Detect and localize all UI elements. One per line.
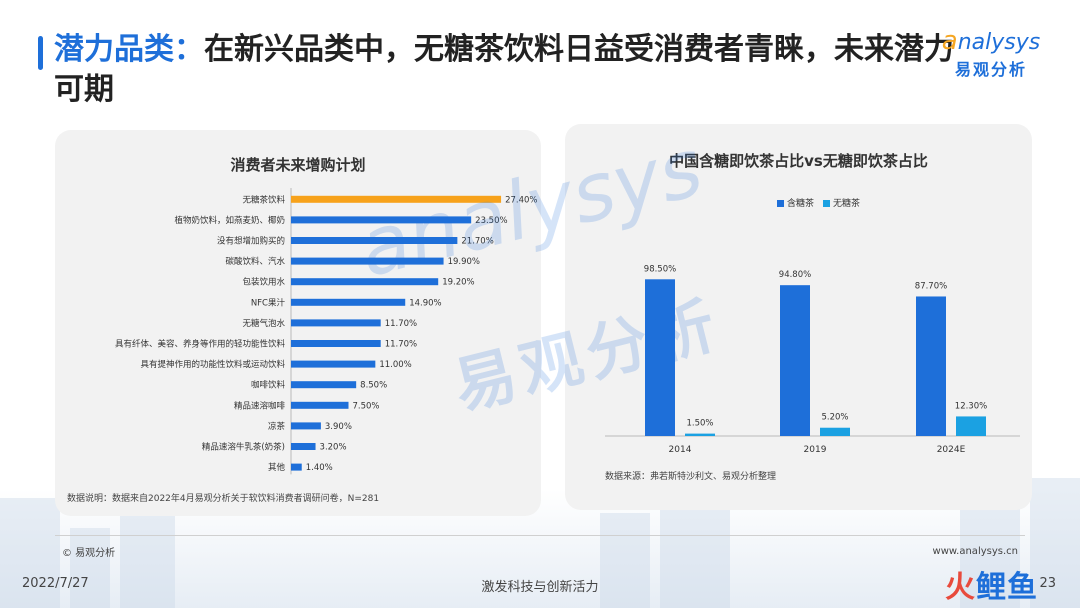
vbar-value-label: 98.50%	[644, 264, 676, 274]
hbar-value-label: 7.50%	[353, 401, 380, 411]
hbar-bar	[291, 443, 316, 450]
hbar-category-label: 精品速溶咖啡	[234, 400, 286, 411]
hbar-bar	[291, 319, 381, 327]
vbar-bar	[645, 279, 675, 436]
hbar-bar	[291, 195, 502, 203]
title-highlight: 潜力品类：	[54, 32, 204, 67]
vbar-category-label: 2019	[804, 445, 827, 455]
hbar-value-label: 21.70%	[461, 237, 493, 247]
hbar-category-label: 没有想增加购买的	[217, 236, 285, 247]
vbar-category-label: 2014	[669, 445, 692, 455]
hbar-value-label: 8.50%	[360, 381, 387, 391]
tea-share-panel: 中国含糖即饮茶占比vs无糖即饮茶占比 含糖茶 无糖茶 98.50% 1.50% 2014…	[565, 124, 1032, 510]
consumer-plan-panel: 消费者未来增购计划 无糖茶饮料 27.40% 植物奶饮料，如燕麦奶、椰奶 23.50%…	[55, 130, 541, 516]
website-link[interactable]: www.analysys.cn	[932, 546, 1018, 557]
hbar-bar	[291, 237, 458, 244]
hbar-category-label: NFC果汁	[251, 297, 286, 308]
vbar-category-label: 2024E	[937, 445, 966, 455]
hbar-category-label: 包装饮用水	[242, 277, 285, 288]
title-accent-bar	[38, 36, 43, 70]
hbar-value-label: 11.70%	[385, 340, 417, 350]
footer-divider	[55, 535, 1025, 536]
hbar-bar	[291, 278, 439, 286]
legend-label: 含糖茶	[787, 197, 814, 209]
brand-logo: 火鲤鱼	[945, 570, 1038, 605]
vbar-value-label: 94.80%	[779, 270, 811, 280]
vbar-value-label: 5.20%	[821, 413, 848, 423]
hbar-bar	[291, 463, 302, 471]
hbar-bar	[291, 360, 376, 368]
hbar-bar	[291, 216, 472, 224]
right-chart-title: 中国含糖即饮茶占比vs无糖即饮茶占比	[669, 152, 928, 170]
hbar-category-label: 植物奶饮料，如燕麦奶、椰奶	[174, 215, 285, 226]
vbar-bar	[916, 296, 946, 436]
vbar-value-label: 87.70%	[915, 281, 947, 291]
left-chart-note: 数据说明：数据来自2022年4月易观分析关于软饮料消费者调研问卷，N=281	[67, 494, 380, 504]
hbar-value-label: 11.70%	[385, 319, 417, 329]
right-chart-note: 数据来源：弗若斯特沙利文、易观分析整理	[605, 472, 777, 482]
consumer-plan-chart: 无糖茶饮料 27.40% 植物奶饮料，如燕麦奶、椰奶 23.50% 没有想增加购买的 21…	[115, 188, 537, 475]
copyright: © 易观分析	[62, 548, 116, 559]
hbar-category-label: 无糖茶饮料	[242, 194, 285, 205]
analysys-logo: analysys 易观分析	[926, 26, 1056, 80]
hbar-bar	[291, 298, 406, 306]
footer-slogan: 激发科技与创新活力	[481, 580, 599, 595]
logo-english: analysys	[941, 26, 1041, 56]
hbar-bar	[291, 381, 357, 389]
legend-swatch	[823, 200, 830, 207]
hbar-value-label: 27.40%	[505, 195, 537, 205]
tea-share-chart: 含糖茶 无糖茶 98.50% 1.50% 2014 94.80% 5.20% 2019 87.7…	[605, 197, 1020, 455]
hbar-value-label: 23.50%	[475, 216, 507, 226]
vbar-bar	[685, 433, 715, 436]
left-chart-title: 消费者未来增购计划	[230, 156, 366, 174]
hbar-category-label: 其他	[268, 462, 286, 473]
hbar-bar	[291, 257, 444, 265]
hbar-category-label: 具有纤体、美容、养身等作用的轻功能性饮料	[115, 339, 286, 350]
hbar-value-label: 1.40%	[306, 463, 333, 473]
hbar-category-label: 具有提神作用的功能性饮料或运动饮料	[140, 359, 285, 370]
title-text: 在新兴品类中，无糖茶饮料日益受消费者青睐，未来潜力可期	[54, 32, 954, 107]
hbar-value-label: 19.20%	[442, 278, 474, 288]
vbar-value-label: 1.50%	[686, 419, 713, 429]
hbar-category-label: 碳酸饮料、汽水	[225, 256, 285, 267]
hbar-value-label: 14.90%	[409, 298, 441, 308]
page-number: 23	[1039, 576, 1056, 591]
hbar-bar	[291, 340, 381, 347]
hbar-category-label: 凉茶	[268, 421, 286, 432]
legend-label: 无糖茶	[833, 197, 860, 209]
logo-chinese: 易观分析	[954, 60, 1027, 79]
legend-swatch	[777, 200, 784, 207]
vbar-bar	[780, 285, 810, 436]
vbar-bar	[956, 416, 986, 436]
hbar-bar	[291, 401, 349, 409]
vbar-bar	[820, 427, 850, 436]
hbar-value-label: 11.00%	[379, 360, 411, 370]
vbar-value-label: 12.30%	[955, 401, 987, 411]
hbar-category-label: 精品速溶牛乳茶(奶茶)	[202, 442, 285, 453]
hbar-category-label: 无糖气泡水	[242, 318, 285, 329]
report-date: 2022/7/27	[22, 576, 89, 591]
hbar-value-label: 19.90%	[448, 257, 480, 267]
hbar-bar	[291, 422, 321, 430]
hbar-value-label: 3.20%	[320, 443, 347, 453]
page-title: 潜力品类：在新兴品类中，无糖茶饮料日益受消费者青睐，未来潜力可期	[54, 30, 954, 110]
hbar-value-label: 3.90%	[325, 422, 352, 432]
hbar-category-label: 咖啡饮料	[251, 380, 286, 391]
